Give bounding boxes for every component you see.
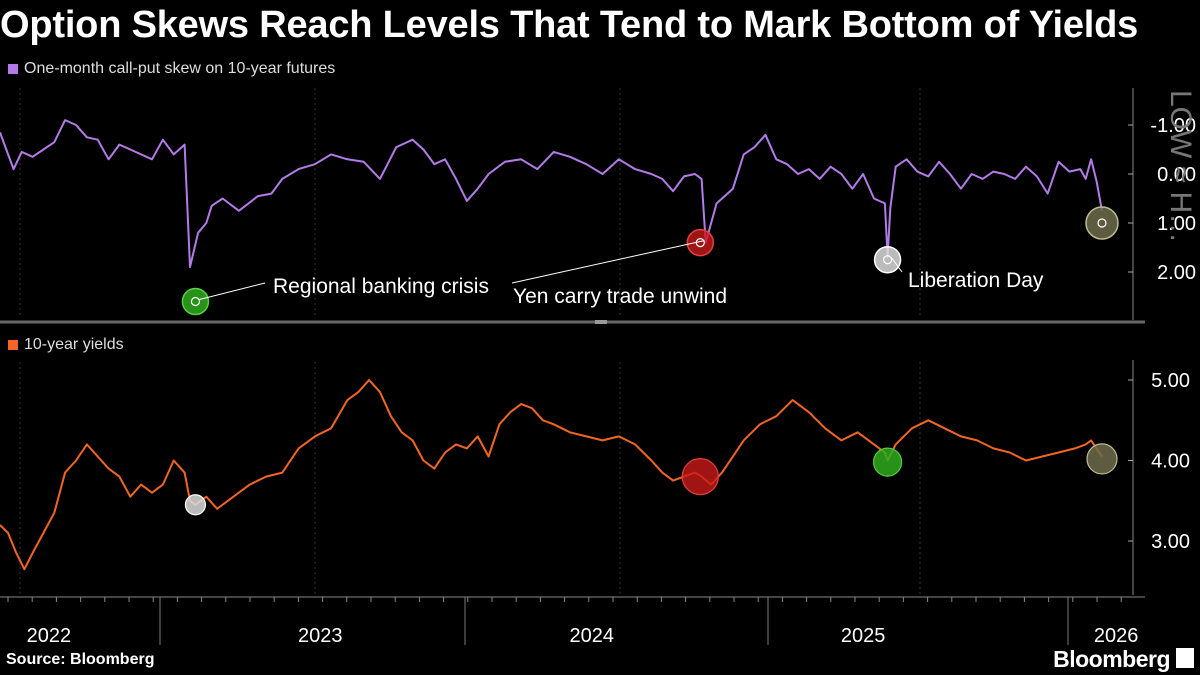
x-tick-label: 2025 xyxy=(841,625,886,647)
annotation-label: Yen carry trade unwind xyxy=(513,285,727,308)
yield-markers xyxy=(184,443,1118,516)
yield-y-ticks: 3.00 4.00 5.00 xyxy=(1128,370,1190,553)
skew-y-tick-label: 0.00 xyxy=(1157,164,1196,186)
yield-series xyxy=(0,379,1103,571)
yield-y-tick-label: 5.00 xyxy=(1151,370,1190,392)
x-axis-ticks: 2022 2023 2024 2025 2026 xyxy=(7,597,1139,647)
x-tick-label: 2024 xyxy=(569,625,614,647)
skew-marker-dot xyxy=(190,296,201,307)
skew-y-tick-label: 2.00 xyxy=(1157,262,1196,284)
x-tick-label: 2022 xyxy=(27,625,72,647)
skew-series xyxy=(0,119,1103,269)
skew-line xyxy=(0,119,1103,269)
annotation-label: Regional banking crisis xyxy=(273,275,489,298)
source-note: Source: Bloomberg xyxy=(6,651,155,668)
skew-y-ticks: -1.00 0.00 1.00 2.00 xyxy=(1128,115,1196,284)
yield-marker-green xyxy=(872,447,903,477)
yield-marker-red xyxy=(681,458,719,496)
side-label: LOW ≈ H… xyxy=(1155,90,1200,320)
annotation-leader xyxy=(891,257,903,273)
side-label-text: LOW ≈ H… xyxy=(1164,90,1197,244)
yield-legend-swatch xyxy=(8,340,18,350)
annotation-label: Liberation Day xyxy=(908,269,1044,292)
skew-marker-green xyxy=(181,287,210,316)
x-tick-label: 2023 xyxy=(298,625,343,647)
skew-marker-dot xyxy=(882,255,893,265)
brand-logo: Bloomberg xyxy=(1053,646,1170,672)
skew-y-tick-label: 1.00 xyxy=(1157,213,1196,235)
yield-gridlines xyxy=(19,362,921,595)
bloomberg-terminal-icon xyxy=(1176,648,1194,668)
skew-y-tick-label: -1.00 xyxy=(1150,115,1196,137)
panel-resize-handle[interactable] xyxy=(595,320,607,324)
skew-marker-red xyxy=(686,228,715,257)
skew-marker-white xyxy=(873,246,902,274)
skew-annotations: Regional banking crisis Yen carry trade u… xyxy=(181,206,1119,316)
yield-y-tick-label: 3.00 xyxy=(1151,531,1190,553)
yield-line xyxy=(0,379,1103,571)
annotation-leader xyxy=(199,282,266,300)
yield-y-tick-label: 4.00 xyxy=(1151,451,1190,473)
skew-legend: One-month call-put skew on 10-year futur… xyxy=(8,60,335,78)
skew-legend-swatch xyxy=(8,64,18,74)
x-tick-label: 2026 xyxy=(1094,625,1139,647)
skew-marker-olive xyxy=(1085,206,1119,240)
yield-legend: 10-year yields xyxy=(8,336,124,354)
skew-marker-dot xyxy=(1097,218,1107,228)
yield-legend-label: 10-year yields xyxy=(24,336,124,353)
skew-legend-label: One-month call-put skew on 10-year futur… xyxy=(24,60,336,77)
annotation-leader xyxy=(511,240,705,284)
yield-marker-white xyxy=(184,494,207,516)
skew-gridlines xyxy=(19,88,921,318)
yield-marker-olive xyxy=(1086,443,1118,475)
chart-title: Option Skews Reach Levels That Tend to M… xyxy=(0,4,1139,46)
